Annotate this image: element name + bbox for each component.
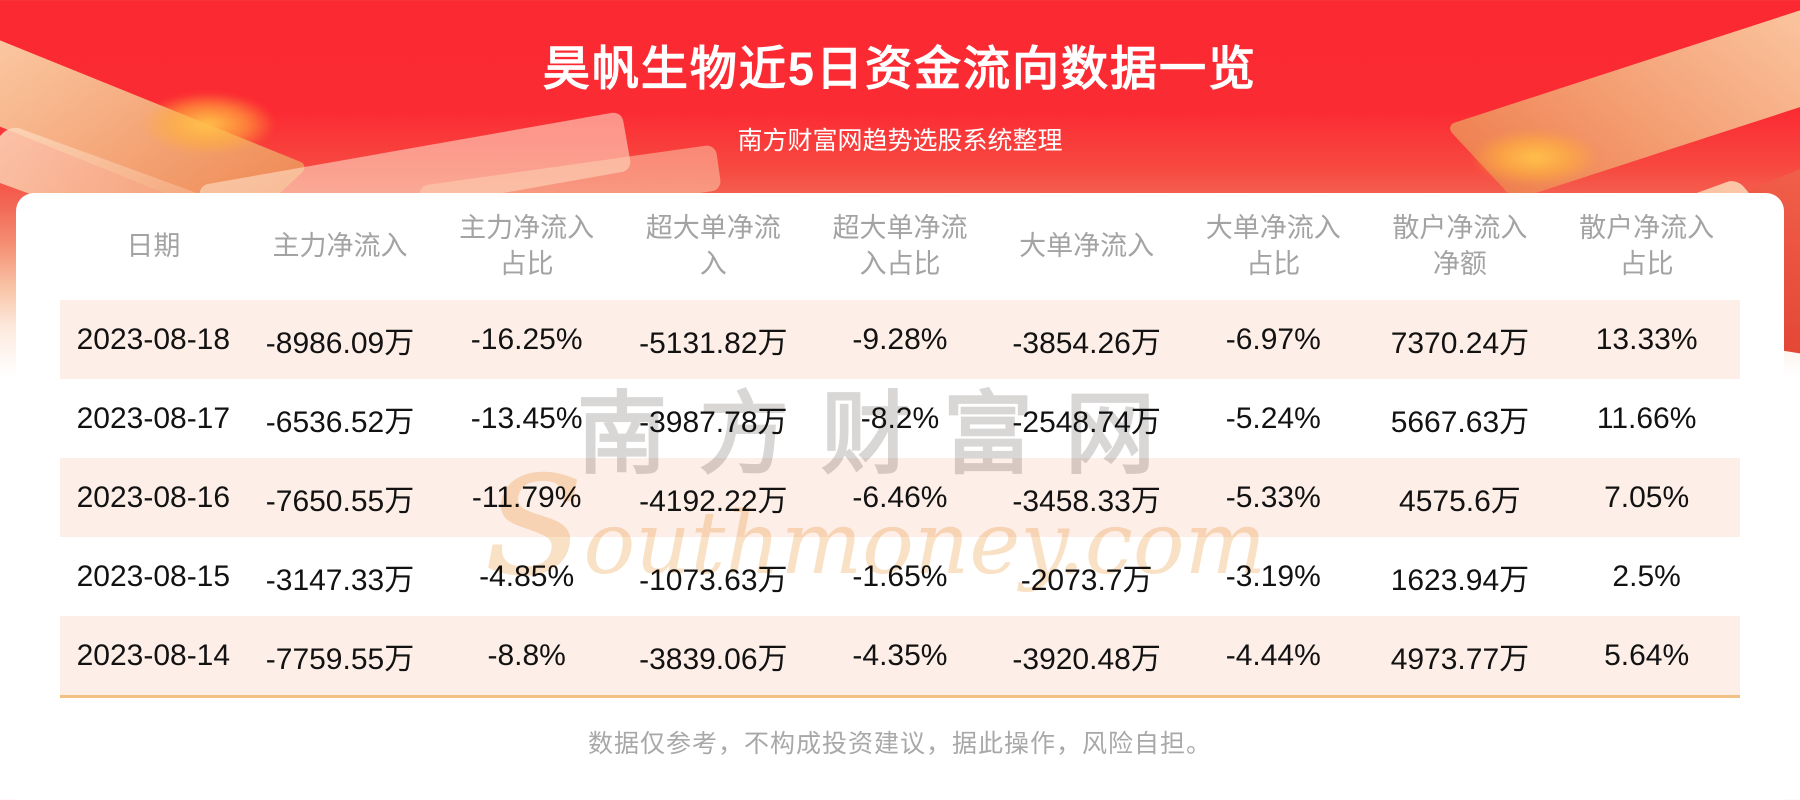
cell-date: 2023-08-15 <box>76 559 231 593</box>
cell-main-net-inflow: -6536.52万 <box>265 405 415 439</box>
page-title: 昊帆生物近5日资金流向数据一览 <box>542 42 1258 95</box>
header-row: 日期 主力净流入 主力净流入 占比 超大单净流 入 超大单净流 入占比 大单净流… <box>60 193 1740 300</box>
cell-retail-net-inflow-ratio: 2.5% <box>1612 559 1681 593</box>
cell-main-net-inflow-ratio: -13.45% <box>470 401 583 435</box>
table-row: 2023-08-17 -6536.52万 -13.45% -3987.78万 -… <box>60 379 1740 458</box>
cell-xl-order-net-inflow: -3987.78万 <box>639 405 788 439</box>
table-row: 2023-08-18 -8986.09万 -16.25% -5131.82万 -… <box>60 300 1740 379</box>
col-header-large-order-net-inflow-ratio: 大单净流入 占比 <box>1205 212 1341 279</box>
col-header-main-net-inflow: 主力净流入 <box>272 230 408 261</box>
cell-main-net-inflow-ratio: -16.25% <box>470 322 583 356</box>
cell-large-order-net-inflow-ratio: -5.33% <box>1225 480 1321 514</box>
fund-flow-table: 日期 主力净流入 主力净流入 占比 超大单净流 入 超大单净流 入占比 大单净流… <box>60 193 1740 698</box>
cell-xl-order-net-inflow-ratio: -9.28% <box>852 322 948 356</box>
col-header-xl-order-net-inflow: 超大单净流 入 <box>645 212 781 279</box>
col-header-xl-order-net-inflow-ratio: 超大单净流 入占比 <box>832 212 968 279</box>
cell-date: 2023-08-17 <box>76 401 231 435</box>
cell-main-net-inflow: -3147.33万 <box>265 563 415 597</box>
cell-large-order-net-inflow: -3854.26万 <box>1012 326 1161 360</box>
table-row: 2023-08-16 -7650.55万 -11.79% -4192.22万 -… <box>60 458 1740 537</box>
col-header-date: 日期 <box>126 230 181 261</box>
cell-large-order-net-inflow: -2073.7万 <box>1020 563 1153 597</box>
table-row: 2023-08-15 -3147.33万 -4.85% -1073.63万 -1… <box>60 537 1740 616</box>
cell-large-order-net-inflow-ratio: -5.24% <box>1225 401 1321 435</box>
page-subtitle: 南方财富网趋势选股系统整理 <box>737 127 1063 155</box>
col-header-retail-net-inflow: 散户净流入 净额 <box>1392 212 1528 279</box>
cell-xl-order-net-inflow-ratio: -1.65% <box>852 559 948 593</box>
banner: 昊帆生物近5日资金流向数据一览 南方财富网趋势选股系统整理 <box>0 0 1800 157</box>
cell-date: 2023-08-18 <box>76 322 231 356</box>
col-header-main-net-inflow-ratio: 主力净流入 占比 <box>459 212 595 279</box>
cell-main-net-inflow: -7759.55万 <box>265 642 415 676</box>
cell-large-order-net-inflow-ratio: -6.97% <box>1225 322 1321 356</box>
cell-date: 2023-08-16 <box>76 480 231 514</box>
col-header-retail-net-inflow-ratio: 散户净流入 占比 <box>1579 212 1715 279</box>
disclaimer-text: 数据仅参考，不构成投资建议，据此操作，风险自担。 <box>587 730 1212 758</box>
cell-large-order-net-inflow-ratio: -3.19% <box>1225 559 1321 593</box>
cell-retail-net-inflow: 7370.24万 <box>1390 326 1530 360</box>
cell-large-order-net-inflow-ratio: -4.44% <box>1225 638 1321 672</box>
cell-retail-net-inflow-ratio: 7.05% <box>1604 480 1690 514</box>
col-header-large-order-net-inflow: 大单净流入 <box>1019 230 1155 261</box>
cell-main-net-inflow: -7650.55万 <box>265 484 415 518</box>
cell-xl-order-net-inflow-ratio: -8.2% <box>860 401 940 435</box>
cell-xl-order-net-inflow: -4192.22万 <box>639 484 788 518</box>
cell-large-order-net-inflow: -3458.33万 <box>1012 484 1161 518</box>
cell-retail-net-inflow: 4575.6万 <box>1399 484 1521 518</box>
table-row: 2023-08-14 -7759.55万 -8.8% -3839.06万 -4.… <box>60 616 1740 697</box>
cell-date: 2023-08-14 <box>76 638 231 672</box>
data-card: 南方财富网 southmoney.com 日期 主力净流入 主力净流入 占比 超… <box>16 193 1784 800</box>
cell-xl-order-net-inflow: -5131.82万 <box>639 326 788 360</box>
cell-retail-net-inflow: 1623.94万 <box>1390 563 1530 597</box>
cell-xl-order-net-inflow-ratio: -6.46% <box>852 480 948 514</box>
cell-main-net-inflow-ratio: -4.85% <box>479 559 575 593</box>
cell-large-order-net-inflow: -2548.74万 <box>1012 405 1161 439</box>
cell-retail-net-inflow: 5667.63万 <box>1390 405 1530 439</box>
cell-xl-order-net-inflow: -3839.06万 <box>639 642 788 676</box>
cell-main-net-inflow-ratio: -8.8% <box>487 638 566 672</box>
cell-large-order-net-inflow: -3920.48万 <box>1012 642 1161 676</box>
cell-retail-net-inflow-ratio: 11.66% <box>1596 401 1697 435</box>
cell-xl-order-net-inflow: -1073.63万 <box>639 563 788 597</box>
cell-retail-net-inflow-ratio: 13.33% <box>1595 322 1698 356</box>
cell-retail-net-inflow-ratio: 5.64% <box>1604 638 1690 672</box>
cell-retail-net-inflow: 4973.77万 <box>1390 642 1530 676</box>
cell-main-net-inflow-ratio: -11.79% <box>471 480 582 514</box>
table-header: 日期 主力净流入 主力净流入 占比 超大单净流 入 超大单净流 入占比 大单净流… <box>60 193 1740 300</box>
table-body: 2023-08-18 -8986.09万 -16.25% -5131.82万 -… <box>60 300 1740 697</box>
cell-xl-order-net-inflow-ratio: -4.35% <box>852 638 948 672</box>
cell-main-net-inflow: -8986.09万 <box>265 326 415 360</box>
